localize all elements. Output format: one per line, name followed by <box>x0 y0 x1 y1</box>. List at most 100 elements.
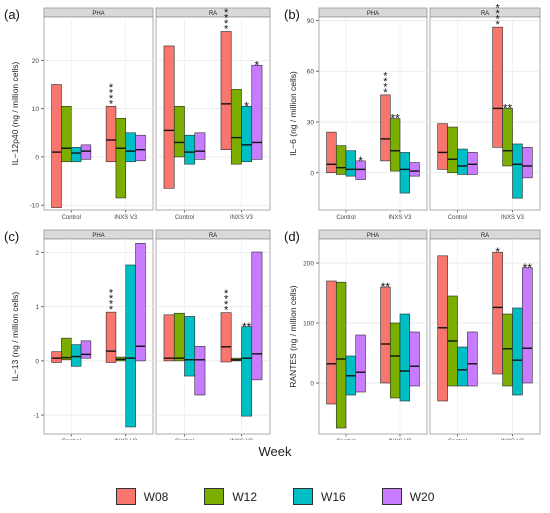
bar-w20 <box>194 345 206 396</box>
legend-item-w20: W20 <box>381 488 434 505</box>
significance-star: * <box>109 288 114 300</box>
significance-star: * <box>109 82 114 94</box>
bar-w08 <box>51 84 62 208</box>
significance-label: * <box>358 154 363 168</box>
bar-w12 <box>502 108 513 167</box>
facet-label: PHA <box>92 233 104 239</box>
legend-title: Week <box>258 444 292 459</box>
significance-star: * <box>224 294 229 306</box>
significance-star: * <box>383 70 388 82</box>
y-tick-label: -1 <box>33 413 39 420</box>
significance-label: ** <box>503 101 513 115</box>
y-tick-label: 30 <box>307 119 315 126</box>
bar-w20 <box>355 334 366 393</box>
x-tick-label: Control <box>175 439 194 440</box>
x-tick-label: INXS V3 <box>501 439 525 440</box>
significance-label: ** <box>390 112 400 126</box>
bar-w20 <box>251 64 263 160</box>
chart-panel-1: (a) IL−12p40 (ng / million cells) -10 0 10 20… <box>4 7 271 221</box>
x-tick-label: Control <box>336 439 355 440</box>
bar-w08 <box>105 105 117 163</box>
bar-w16 <box>512 143 523 199</box>
bar-w12 <box>389 322 401 399</box>
x-tick-label: INXS V3 <box>230 439 254 440</box>
bar-w16 <box>457 148 468 175</box>
legend-label-w12: W12 <box>232 489 257 504</box>
significance-star: * <box>109 299 114 311</box>
bar-w08 <box>326 131 337 174</box>
facet-label: RA <box>209 233 217 239</box>
y-tick-label: 0 <box>35 154 39 161</box>
significance-label: * <box>244 99 249 113</box>
bar-w12 <box>61 337 72 361</box>
legend-item-w12: W12 <box>204 488 257 505</box>
significance-label: ** <box>523 261 533 275</box>
y-tick-label: 200 <box>303 261 314 268</box>
panel-letter: (d) <box>284 229 300 244</box>
legend-swatch-w12 <box>204 488 225 505</box>
significance-star: * <box>224 7 229 19</box>
chart-panel-2: (b) IL−6 (ng / million cells) 0 30 60 90 PHA Co… <box>284 3 541 221</box>
significance-star: * <box>224 18 229 30</box>
x-tick-label: INXS V3 <box>114 439 138 440</box>
bar-w08 <box>105 311 117 363</box>
bar-w16 <box>399 152 411 194</box>
bar-w08 <box>220 31 232 150</box>
bar-w20 <box>467 152 478 175</box>
significance-star: * <box>496 19 501 31</box>
significance-label: ** <box>381 280 391 294</box>
bar-w16 <box>345 150 357 177</box>
bar-w16 <box>184 134 196 165</box>
bar-w20 <box>194 132 206 160</box>
x-tick-label: Control <box>448 439 467 440</box>
bar-w20 <box>135 243 146 362</box>
bar-w08 <box>492 26 503 148</box>
significance-star: * <box>224 288 229 300</box>
bar-w16 <box>70 146 82 163</box>
significance-star: * <box>109 93 114 105</box>
significance-star: * <box>496 8 501 20</box>
x-tick-label: Control <box>336 215 355 221</box>
facet-plot-area <box>429 16 541 211</box>
bar-w12 <box>335 145 347 175</box>
facet-plot-area <box>318 16 428 211</box>
bar-w16 <box>241 105 253 163</box>
y-axis-label: RANTES (ng / million cells) <box>288 285 298 388</box>
panel-letter: (a) <box>4 7 20 22</box>
bar-w08 <box>163 314 175 362</box>
bar-w16 <box>241 326 253 417</box>
y-axis-label: IL−12p40 (ng / million cells) <box>10 61 20 165</box>
y-tick-label: 0 <box>310 381 314 388</box>
bar-w20 <box>522 267 533 384</box>
bar-w16 <box>125 264 136 428</box>
y-tick-label: 0 <box>35 358 39 365</box>
y-tick-label: 20 <box>32 58 40 65</box>
significance-star: * <box>224 12 229 24</box>
bar-w12 <box>502 313 513 387</box>
bar-w20 <box>80 144 92 160</box>
bar-w16 <box>399 313 411 402</box>
significance-star: * <box>496 3 501 15</box>
y-tick-label: 1 <box>35 304 39 311</box>
bar-w16 <box>125 132 136 163</box>
chart-panel-3: (c) IL−13 (ng / million cells) -1 0 1 2 PHA Con… <box>4 229 271 440</box>
significance-star: * <box>383 81 388 93</box>
legend-item-w16: W16 <box>293 488 346 505</box>
bar-w12 <box>335 281 347 429</box>
bar-w12 <box>115 118 127 199</box>
legend: Week W08 W12 W16 W20 <box>0 440 550 513</box>
legend-item-w08: W08 <box>115 488 168 505</box>
legend-label-w16: W16 <box>321 489 346 504</box>
bar-w20 <box>467 331 478 387</box>
y-axis-label: IL−13 (ng / million cells) <box>10 292 20 382</box>
bar-w16 <box>184 316 196 377</box>
x-tick-label: Control <box>62 439 81 440</box>
significance-star: * <box>224 299 229 311</box>
y-tick-label: 90 <box>307 18 315 25</box>
bar-w20 <box>355 160 366 180</box>
y-tick-label: -10 <box>30 203 40 210</box>
bar-w20 <box>135 134 146 162</box>
significance-star: * <box>109 293 114 305</box>
bar-w16 <box>457 346 468 387</box>
bar-w12 <box>173 105 185 158</box>
